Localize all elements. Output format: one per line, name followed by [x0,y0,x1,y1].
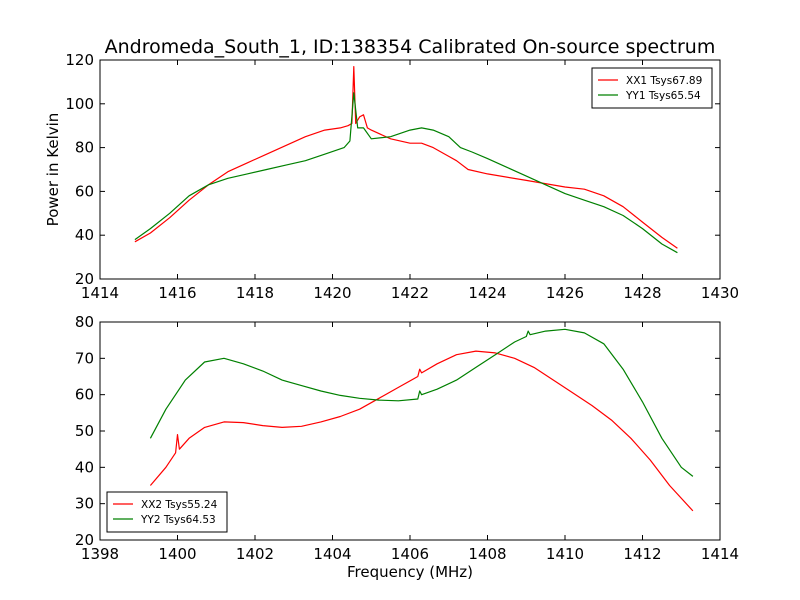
series-line-2-1 [149,350,694,512]
x-tick-label: 1418 [236,284,274,302]
y-tick-label: 80 [75,139,94,157]
x-tick-label: 1398 [81,545,119,563]
legend-label: YY1 Tsys65.54 [625,90,701,102]
x-tick-label: 1422 [391,284,429,302]
series-line-1-1 [134,66,678,249]
x-tick-label: 1414 [701,545,739,563]
y-tick-label: 70 [75,349,94,367]
y-tick-label: 50 [75,422,94,440]
y-tick-label: 60 [75,386,94,404]
x-tick-label: 1416 [158,284,196,302]
x-tick-label: 1414 [81,284,119,302]
y-tick-label: 30 [75,495,94,513]
x-tick-label: 1426 [546,284,584,302]
x-tick-label: 1400 [158,545,196,563]
top-spectrum-panel: 1414 1416 1418 1420 1422 1424 1426 1428 1430 20 40… [44,51,739,302]
y-axis-label: Power in Kelvin [44,113,62,227]
y-tick-label: 120 [65,51,94,69]
y-tick-label: 20 [75,531,94,549]
x-tick-label: 1412 [623,545,661,563]
legend: XX1 Tsys67.89 YY1 Tsys65.54 [591,67,713,109]
x-tick-label: 1420 [313,284,351,302]
x-tick-label: 1406 [391,545,429,563]
bottom-spectrum-panel: 1398 1400 1402 1404 1406 1408 1410 1412 1414 20 30… [75,313,739,581]
x-tick-label: 1430 [701,284,739,302]
y-tick-label: 40 [75,458,94,476]
x-tick-label: 1408 [468,545,506,563]
x-axis-label: Frequency (MHz) [347,563,473,581]
y-tick-label: 80 [75,313,94,331]
figure-title: Andromeda_South_1, ID:138354 Calibrated … [105,36,716,58]
x-tick-label: 1402 [236,545,274,563]
x-tick-label: 1428 [623,284,661,302]
series-line-2-2 [149,328,694,477]
legend-label: YY2 Tsys64.53 [140,514,216,526]
y-tick-label: 40 [75,226,94,244]
x-tick-label: 1404 [313,545,351,563]
x-tick-label: 1410 [546,545,584,563]
y-tick-label: 100 [65,95,94,113]
x-tick-label: 1424 [468,284,506,302]
legend-box [106,491,228,533]
legend: XX2 Tsys55.24 YY2 Tsys64.53 [106,491,228,533]
legend-label: XX1 Tsys67.89 [626,75,702,87]
legend-label: XX2 Tsys55.24 [141,499,218,511]
series-line-1-2 [134,92,678,254]
legend-box [591,67,713,109]
y-tick-label: 20 [75,270,94,288]
y-tick-label: 60 [75,182,94,200]
